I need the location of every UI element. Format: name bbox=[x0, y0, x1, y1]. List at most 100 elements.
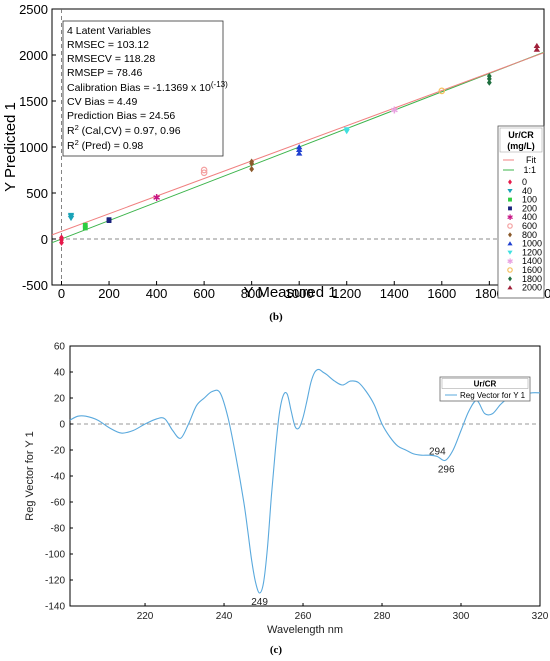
b-y-tick-label: 1000 bbox=[19, 140, 48, 155]
b-data-point bbox=[200, 169, 208, 177]
b-x-tick-label: 1000 bbox=[285, 286, 314, 301]
b-x-tick-label: 0 bbox=[58, 286, 65, 301]
stat-prediction-bias: Prediction Bias = 24.56 bbox=[67, 110, 175, 122]
panel-b-caption: (b) bbox=[269, 311, 283, 323]
legend-label: 1600 bbox=[522, 265, 542, 275]
panel-b-x-axis-label: Y Measured 1 bbox=[243, 284, 336, 301]
legend-marker: ✱ bbox=[507, 257, 514, 266]
b-data-point bbox=[249, 158, 255, 165]
legend-label: 100 bbox=[522, 195, 537, 205]
panel-c-x-axis-label: Wavelength nm bbox=[267, 624, 343, 636]
panel-c-legend-label: Reg Vector for Y 1 bbox=[460, 391, 526, 400]
b-y-tick-label: 1500 bbox=[19, 94, 48, 109]
legend-marker bbox=[507, 241, 513, 246]
legend-label: 40 bbox=[522, 186, 532, 196]
legend-label: 1400 bbox=[522, 256, 542, 266]
panel-c-y-axis-label: Reg Vector for Y 1 bbox=[24, 431, 36, 520]
b-data-point bbox=[295, 144, 303, 150]
legend-marker bbox=[508, 179, 512, 185]
b-x-tick-label: 1600 bbox=[427, 286, 456, 301]
legend-label: 2000 bbox=[522, 283, 542, 293]
panel-b-y-axis-label: Y Predicted 1 bbox=[2, 102, 19, 192]
b-data-point bbox=[438, 87, 446, 95]
stat-rmsep: RMSEP = 78.46 bbox=[67, 67, 143, 79]
legend-marker bbox=[508, 206, 512, 211]
b-data-point bbox=[82, 222, 88, 228]
c-y-tick-label: -60 bbox=[51, 498, 66, 509]
stat-r2-cal: R2 (Cal,CV) = 0.97, 0.96 bbox=[67, 123, 181, 137]
c-y-tick-label: -120 bbox=[45, 576, 65, 587]
b-data-point bbox=[486, 72, 492, 80]
b-data-point bbox=[533, 42, 541, 49]
c-y-tick-label: -20 bbox=[51, 446, 66, 457]
c-x-tick-label: 320 bbox=[532, 611, 549, 622]
b-data-point bbox=[82, 225, 88, 231]
panel-c-legend-title: Ur/CR bbox=[474, 380, 497, 389]
b-x-tick-label: 600 bbox=[193, 286, 215, 301]
c-y-tick-label: -40 bbox=[51, 472, 66, 483]
b-fit-line bbox=[51, 52, 545, 236]
c-x-tick-label: 280 bbox=[374, 611, 391, 622]
panel-b-legend-title-frame bbox=[499, 127, 543, 153]
legend-label: 800 bbox=[522, 230, 537, 240]
legend-marker bbox=[507, 267, 513, 273]
b-x-tick-label: 400 bbox=[146, 286, 168, 301]
c-x-tick-label: 240 bbox=[216, 611, 233, 622]
b-data-point bbox=[486, 79, 492, 86]
b-x-tick-label: 800 bbox=[241, 286, 263, 301]
panel-c-legend: Ur/CR Reg Vector for Y 1 bbox=[439, 376, 531, 402]
legend-label: 0 bbox=[522, 177, 527, 187]
c-y-tick-label: 40 bbox=[54, 368, 66, 379]
legend-label: 1000 bbox=[522, 239, 542, 249]
legend-label: 1200 bbox=[522, 247, 542, 257]
c-peak-annotation: 294 bbox=[429, 447, 446, 458]
c-y-tick-label: 0 bbox=[59, 420, 65, 431]
legend-one-to-one-label: 1:1 bbox=[523, 165, 536, 175]
stat-calibration-bias: Calibration Bias = -1.1369 x 10(-13) bbox=[67, 80, 228, 94]
c-y-tick-label: -140 bbox=[45, 602, 65, 613]
c-peak-annotation: 296 bbox=[438, 464, 455, 475]
stat-latent: 4 Latent Variables bbox=[67, 25, 151, 37]
b-data-point bbox=[343, 127, 350, 133]
c-x-tick-label: 300 bbox=[453, 611, 470, 622]
c-y-tick-label: 60 bbox=[54, 342, 66, 353]
b-data-point bbox=[67, 212, 75, 218]
legend-marker bbox=[508, 232, 512, 238]
b-y-tick-label: 500 bbox=[26, 186, 48, 201]
legend-marker bbox=[507, 188, 513, 194]
b-data-point bbox=[200, 166, 208, 174]
b-data-point bbox=[249, 165, 255, 173]
b-data-point bbox=[59, 234, 64, 241]
panel-c-caption: (c) bbox=[270, 644, 283, 656]
legend-marker bbox=[507, 250, 513, 255]
b-data-point: ✱ bbox=[390, 105, 398, 116]
b-y-tick-label: 0 bbox=[41, 232, 48, 247]
panel-c-legend-title-frame bbox=[441, 378, 529, 389]
legend-label: 1800 bbox=[522, 274, 542, 284]
c-peak-annotation: 249 bbox=[251, 597, 268, 608]
legend-marker bbox=[508, 276, 512, 282]
stat-cv-bias: CV Bias = 4.49 bbox=[67, 96, 137, 108]
c-x-tick-label: 220 bbox=[137, 611, 154, 622]
legend-fit-label: Fit bbox=[526, 155, 536, 165]
panel-b-legend-unit: (mg/L) bbox=[507, 141, 535, 151]
c-y-tick-label: -80 bbox=[51, 524, 66, 535]
b-data-point: ✱ bbox=[153, 193, 161, 204]
b-y-tick-label: 2000 bbox=[19, 48, 48, 63]
legend-marker bbox=[507, 223, 513, 229]
b-data-point bbox=[295, 146, 303, 152]
panel-b: 0200400600800100012001400160018002000-50… bbox=[2, 2, 550, 323]
b-x-tick-label: 1400 bbox=[380, 286, 409, 301]
b-data-point bbox=[106, 217, 112, 223]
panel-b-stats-box: 4 Latent Variables RMSEC = 103.12 RMSECV… bbox=[62, 20, 228, 157]
legend-marker bbox=[507, 285, 513, 290]
panel-c: 220 240 260 280 300 320 60 40 20 0 -20 -40 -60 -80 -10… bbox=[24, 342, 549, 657]
stat-r2-pred: R2 (Pred) = 0.98 bbox=[67, 138, 143, 152]
legend-label: 200 bbox=[522, 203, 537, 213]
b-data-point bbox=[295, 150, 303, 156]
panel-b-legend-title: Ur/CR bbox=[508, 130, 534, 140]
c-y-tick-label: -100 bbox=[45, 550, 65, 561]
c-x-tick-label: 260 bbox=[295, 611, 312, 622]
